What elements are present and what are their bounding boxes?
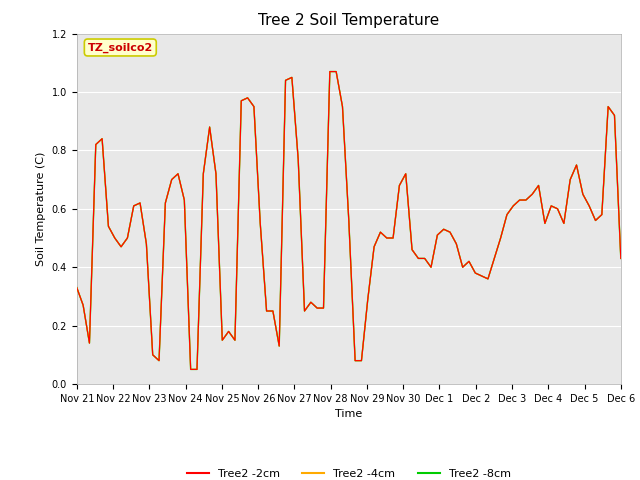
- Text: TZ_soilco2: TZ_soilco2: [88, 42, 153, 53]
- Legend: Tree2 -2cm, Tree2 -4cm, Tree2 -8cm: Tree2 -2cm, Tree2 -4cm, Tree2 -8cm: [182, 465, 515, 480]
- Y-axis label: Soil Temperature (C): Soil Temperature (C): [36, 152, 46, 266]
- X-axis label: Time: Time: [335, 409, 362, 419]
- Title: Tree 2 Soil Temperature: Tree 2 Soil Temperature: [258, 13, 440, 28]
